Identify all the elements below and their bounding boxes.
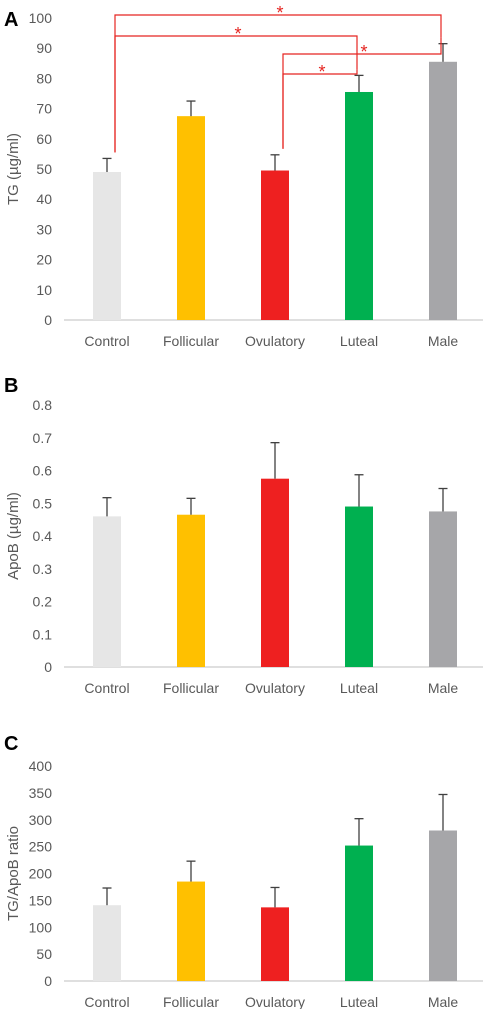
y-tick-label: 0.4 (33, 528, 53, 544)
significance-star: * (360, 42, 367, 62)
bar-ovulatory (261, 907, 289, 981)
bar-follicular (177, 514, 205, 667)
y-tick-label: 100 (29, 919, 53, 935)
x-tick-label: Luteal (340, 333, 378, 349)
x-tick-label: Follicular (163, 680, 219, 696)
y-tick-label: 100 (29, 10, 53, 26)
y-tick-label: 20 (36, 252, 52, 268)
panel-label: B (4, 375, 18, 397)
y-tick-label: 150 (29, 892, 53, 908)
y-tick-label: 250 (29, 839, 53, 855)
x-tick-label: Ovulatory (245, 333, 305, 349)
y-tick-label: 0.8 (33, 397, 53, 413)
bar-luteal (345, 506, 373, 667)
significance-star: * (318, 62, 325, 82)
x-tick-label: Control (84, 680, 129, 696)
x-tick-label: Male (428, 333, 459, 349)
y-tick-label: 80 (36, 70, 52, 86)
bar-control (93, 905, 121, 981)
y-tick-label: 200 (29, 866, 53, 882)
y-tick-label: 0.5 (33, 495, 53, 511)
significance-bracket (282, 69, 358, 149)
y-axis-title: TG (µg/ml) (5, 133, 22, 205)
x-tick-label: Male (428, 680, 459, 696)
y-tick-label: 0 (44, 973, 52, 989)
x-tick-label: Control (84, 994, 129, 1009)
bar-male (429, 61, 457, 320)
significance-star: * (234, 24, 241, 44)
x-tick-label: Luteal (340, 680, 378, 696)
x-tick-label: Control (84, 333, 129, 349)
y-tick-label: 40 (36, 191, 52, 207)
panel-label: C (4, 733, 18, 755)
y-tick-label: 0.3 (33, 561, 53, 577)
chart-panel-a: A TG (µg/ml) 0 10 20 30 40 50 60 70 80 90 100 Control… (4, 3, 483, 349)
x-tick-label: Ovulatory (245, 680, 305, 696)
y-tick-label: 300 (29, 812, 53, 828)
bar-male (429, 830, 457, 981)
y-tick-label: 0 (44, 659, 52, 675)
y-tick-label: 0.1 (33, 626, 53, 642)
y-axis-title: TG/ApoB ratio (5, 826, 22, 921)
bar-follicular (177, 116, 205, 321)
y-tick-label: 0 (44, 312, 52, 328)
x-tick-label: Follicular (163, 994, 219, 1009)
x-tick-label: Follicular (163, 333, 219, 349)
y-tick-label: 50 (36, 161, 52, 177)
bar-luteal (345, 845, 373, 981)
y-tick-label: 60 (36, 131, 52, 147)
panel-label: A (4, 9, 18, 31)
chart-panel-c: C TG/ApoB ratio 0 50 100 150 200 250 300 350 400 Co… (4, 733, 483, 1009)
bar-male (429, 511, 457, 667)
y-tick-label: 10 (36, 282, 52, 298)
y-tick-label: 350 (29, 785, 53, 801)
y-tick-label: 90 (36, 40, 52, 56)
y-tick-label: 50 (36, 946, 52, 962)
bar-control (93, 516, 121, 667)
x-tick-label: Male (428, 994, 459, 1009)
y-tick-label: 70 (36, 101, 52, 117)
y-tick-label: 0.6 (33, 463, 53, 479)
bar-luteal (345, 91, 373, 321)
x-tick-label: Luteal (340, 994, 378, 1009)
y-axis-title: ApoB (µg/ml) (5, 492, 22, 580)
bar-ovulatory (261, 170, 289, 320)
bar-control (93, 172, 121, 320)
bar-follicular (177, 881, 205, 981)
y-tick-label: 0.7 (33, 430, 53, 446)
x-tick-label: Ovulatory (245, 994, 305, 1009)
chart-panel-b: B ApoB (µg/ml) 0 0.1 0.2 0.3 0.4 0.5 0.6 0.7 0.8 Co… (4, 375, 483, 696)
significance-star: * (276, 3, 283, 23)
bar-ovulatory (261, 478, 289, 667)
y-tick-label: 0.2 (33, 594, 53, 610)
significance-bracket (114, 35, 358, 153)
y-tick-label: 400 (29, 758, 53, 774)
y-tick-label: 30 (36, 221, 52, 237)
